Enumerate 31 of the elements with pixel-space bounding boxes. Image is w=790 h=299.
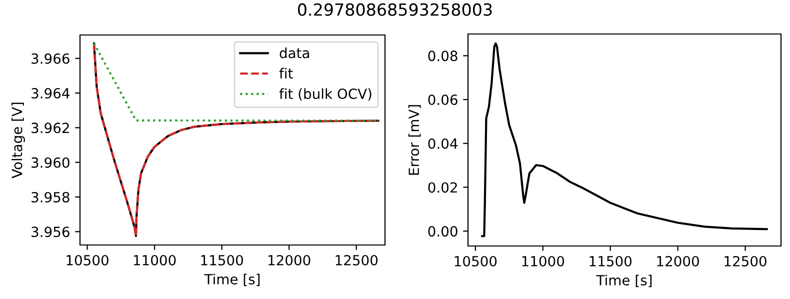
legend-label: data — [280, 48, 310, 58]
line-series — [481, 42, 768, 238]
y-axis-title: Voltage [V] — [12, 102, 25, 178]
x-tick-label: 12000 — [657, 256, 699, 266]
x-axis-title: Time [s] — [596, 274, 652, 288]
y-tick-label: 0.02 — [428, 182, 457, 193]
y-tick-label: 3.956 — [32, 226, 70, 238]
x-tick-label: 11500 — [201, 254, 243, 266]
chart-title: 0.29780868593258003 — [298, 3, 492, 16]
x-tick-label: 12000 — [268, 254, 310, 266]
y-tick-label: 0.00 — [428, 226, 458, 237]
line-series — [92, 42, 380, 238]
x-tick-label: 11000 — [522, 256, 564, 266]
x-axis-title: Time [s] — [204, 274, 260, 286]
legend-label: fit — [279, 68, 293, 78]
y-tick-label: 0.04 — [428, 138, 458, 149]
y-tick-label: 3.960 — [32, 157, 70, 168]
y-tick-label: 3.966 — [32, 53, 70, 64]
x-tick-label: 12500 — [336, 254, 378, 266]
y-tick-label: 3.958 — [32, 192, 70, 202]
x-tick-label: 11000 — [134, 254, 176, 266]
x-tick-label: 12500 — [724, 256, 766, 266]
y-tick-label: 0.06 — [428, 94, 458, 106]
y-tick-label: 3.962 — [32, 122, 69, 134]
x-tick-label: 10500 — [454, 256, 497, 266]
x-tick-label: 11500 — [590, 256, 632, 266]
x-tick-label: 10500 — [66, 254, 108, 266]
y-tick-label: 3.964 — [32, 88, 70, 99]
y-axis-title: Error [mV] — [408, 105, 421, 175]
y-tick-label: 0.08 — [428, 50, 458, 62]
legend-label: fit (bulk OCV) — [279, 88, 372, 101]
